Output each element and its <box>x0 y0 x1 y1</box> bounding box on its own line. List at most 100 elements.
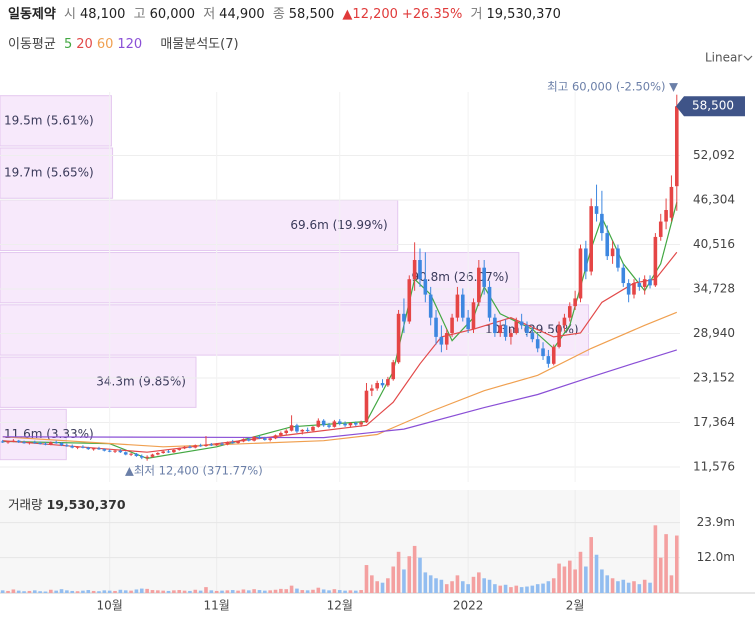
candle-body <box>546 356 551 364</box>
volume-bar <box>444 584 449 593</box>
candle-body <box>0 441 5 443</box>
y-tick-label: 52,092 <box>693 148 735 162</box>
candle-body <box>273 435 278 439</box>
candle-body <box>59 442 64 446</box>
profile-label: 19.7m (5.65%) <box>4 166 94 180</box>
volume-bar <box>129 590 133 593</box>
candle-body <box>396 313 401 363</box>
candle-body <box>182 446 187 449</box>
candle-body <box>97 448 101 450</box>
stock-name: 일동제약 <box>8 7 56 22</box>
candle-body <box>519 321 524 326</box>
candle-body <box>209 444 214 446</box>
volume-bar <box>589 537 593 593</box>
candle-body <box>412 259 417 280</box>
volume-bar <box>300 590 305 593</box>
volume-bar <box>65 590 69 593</box>
ma-legend: 60 <box>96 37 114 52</box>
candle-body <box>637 283 642 287</box>
candle-body <box>503 325 508 337</box>
volume-bar <box>113 590 117 593</box>
profile-bar <box>0 147 114 199</box>
volume-bar <box>11 589 16 593</box>
candle-body <box>407 279 412 322</box>
candle-body <box>145 456 149 458</box>
volume-bar <box>107 590 112 593</box>
volume-bar <box>273 589 278 593</box>
candle-body <box>327 425 331 427</box>
candle-body <box>70 446 75 448</box>
candle-body <box>589 206 593 272</box>
volume-bar <box>648 582 652 593</box>
candle-body <box>557 325 561 347</box>
volume-bar <box>600 569 604 593</box>
volume-bar <box>412 545 417 593</box>
volume-bar <box>252 589 256 593</box>
x-tick-label: 12월 <box>327 599 353 613</box>
candle-body <box>343 423 347 426</box>
volume-bar <box>257 590 262 593</box>
volume-bar <box>562 566 567 593</box>
candle-body <box>172 449 176 453</box>
volume-bar <box>123 590 128 593</box>
candle-body <box>123 452 128 455</box>
profile-bar <box>0 95 112 147</box>
candle-body <box>27 442 32 444</box>
candle-body <box>166 451 171 453</box>
volume-bar <box>578 551 583 593</box>
volume-bar <box>519 587 524 593</box>
volume-bar <box>396 551 401 593</box>
volume-bar <box>493 584 497 593</box>
volume-bar <box>97 591 101 593</box>
candle-body <box>118 450 123 453</box>
volume-bar <box>632 581 636 593</box>
candle-body <box>434 317 438 337</box>
volume-bar <box>364 565 369 593</box>
volume-bar <box>188 590 192 593</box>
volume-bar <box>172 590 176 593</box>
candle-body <box>220 443 224 445</box>
volume-bar <box>70 590 75 593</box>
value: 44,900 <box>219 7 265 22</box>
candle-body <box>337 421 342 424</box>
volume-bar <box>407 556 412 593</box>
high-annotation: 최고 60,000 (-2.50%) ▼ <box>547 80 678 94</box>
volume-bar <box>305 590 310 593</box>
volume-bar <box>316 587 321 593</box>
profile-label: 69.6m (19.99%) <box>290 218 387 232</box>
quote-header: 일동제약 시 48,100 고 60,000 저 44,900 종 58,500 ▲12… <box>8 3 565 22</box>
volume-bar <box>348 590 353 593</box>
profile-label[interactable]: 매물분석도(7) <box>160 37 239 52</box>
volume-bar <box>664 534 668 593</box>
volume-bar <box>214 590 219 593</box>
candle-body <box>348 422 353 426</box>
candle-body <box>605 233 610 257</box>
label: 고 <box>133 7 146 22</box>
candle-body <box>610 248 615 257</box>
volume-bar <box>359 590 363 593</box>
volume-bar <box>669 575 674 593</box>
volume-bar <box>166 590 171 593</box>
candle-body <box>246 439 251 441</box>
last-price-label: 58,500 <box>692 99 734 113</box>
volume-bar <box>134 589 139 593</box>
volume-bar <box>594 554 599 593</box>
scale-button[interactable]: Linear <box>705 51 742 65</box>
candle-body <box>658 221 663 237</box>
volume-bar <box>209 590 214 593</box>
volume-bar <box>86 590 91 593</box>
candle-body <box>402 313 406 322</box>
volume-bar <box>0 590 5 593</box>
candle-body <box>653 236 658 286</box>
candle-body <box>81 446 85 448</box>
candle-body <box>295 425 299 432</box>
candle-body <box>353 422 358 425</box>
candle-body <box>316 420 321 427</box>
volume-bar <box>22 591 26 593</box>
candle-body <box>632 283 636 295</box>
candle-body <box>493 317 497 334</box>
volume-bar <box>32 590 37 593</box>
candle-body <box>332 421 337 427</box>
volume-bar <box>551 578 556 593</box>
